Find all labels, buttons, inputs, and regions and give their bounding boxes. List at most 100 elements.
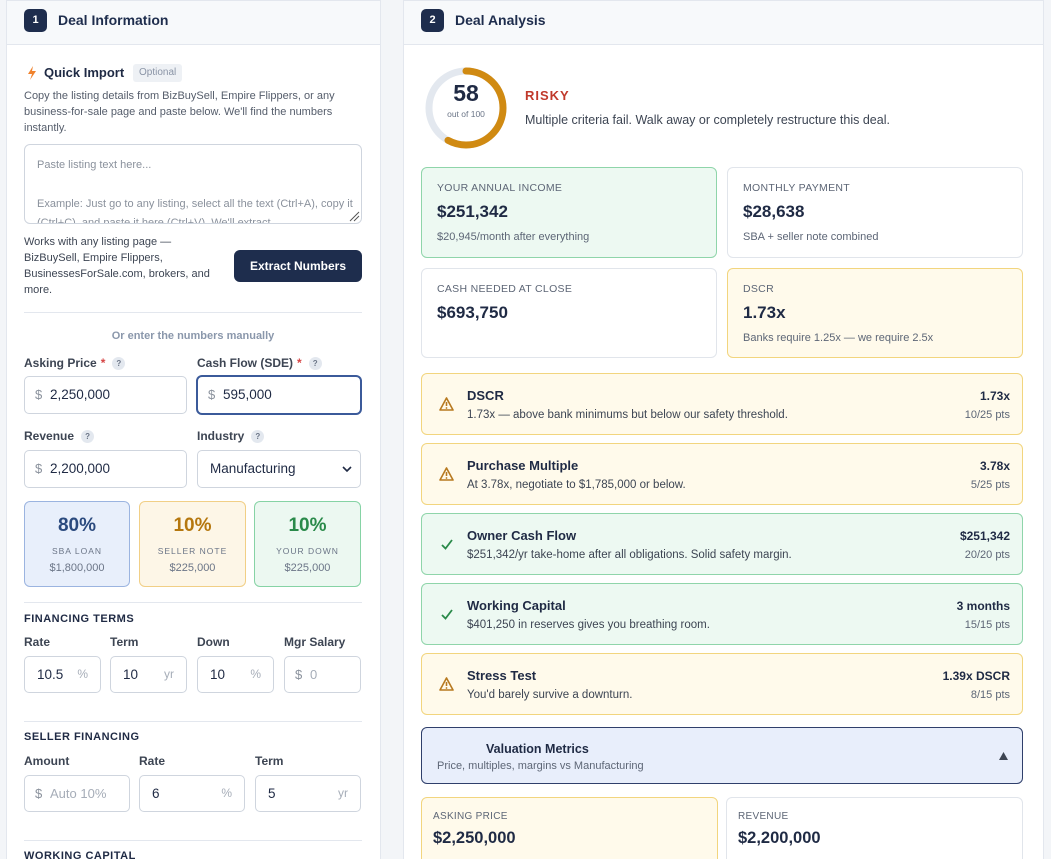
input-placeholder: 0: [310, 667, 318, 682]
field-label: Amount: [24, 752, 69, 770]
label-text: Term: [110, 635, 139, 649]
input-prefix: $: [35, 786, 43, 801]
label-text: Rate: [24, 635, 51, 649]
section-title: WORKING CAPITAL: [24, 850, 136, 859]
input-prefix: $: [208, 387, 216, 402]
step-badge: 2: [421, 9, 444, 32]
criterion-row: Working Capital $401,250 in reserves give…: [421, 583, 1023, 645]
criterion-result: $251,342: [959, 529, 1010, 543]
input[interactable]: $0: [284, 656, 361, 693]
split-amount: $1,800,000: [49, 562, 105, 574]
panel-title: Deal Information: [58, 12, 169, 28]
financing-split-card: 10% YOUR DOWN $225,000: [254, 501, 361, 587]
criterion-title: Working Capital: [467, 598, 566, 613]
split-amount: $225,000: [169, 562, 216, 574]
input-value: 10: [123, 667, 139, 682]
input-value: 595,000: [223, 387, 272, 402]
criterion-title: Purchase Multiple: [467, 458, 579, 473]
input-prefix: $: [35, 461, 43, 476]
criterion-detail: At 3.78x, negotiate to $1,785,000 or bel…: [467, 479, 686, 491]
field-label: Mgr Salary: [284, 633, 345, 651]
metric-card: CASH NEEDED AT CLOSE $693,750: [421, 268, 717, 358]
field-label: Revenue?: [24, 427, 95, 445]
field-label: Term: [255, 752, 283, 770]
input[interactable]: 5 yr: [255, 775, 361, 812]
warning-icon: [439, 677, 454, 691]
metric-label: MONTHLY PAYMENT: [743, 182, 850, 194]
input[interactable]: $ Auto 10%: [24, 775, 130, 812]
label-text: Industry: [197, 429, 245, 443]
field-label: Term: [110, 633, 138, 651]
input[interactable]: $595,000: [197, 376, 361, 414]
metric-card: DSCR 1.73x Banks require 1.25x — we requir…: [727, 268, 1023, 358]
metric-card: YOUR ANNUAL INCOME $251,342 $20,945/month …: [421, 167, 717, 258]
input-value: 10: [210, 667, 226, 682]
help-icon[interactable]: ?: [251, 429, 265, 443]
metric-label: DSCR: [743, 283, 774, 295]
field-label: Industry?: [197, 427, 265, 445]
criterion-points: 15/15 pts: [964, 619, 1010, 631]
section-title: FINANCING TERMS: [24, 613, 135, 625]
split-percent: 10%: [173, 515, 212, 536]
collapse-arrow: [999, 752, 1008, 760]
label-text: Revenue: [24, 429, 75, 443]
quick-import-title: Quick Import: [44, 65, 125, 80]
score-rating: RISKY: [525, 88, 570, 103]
field-label: Cash Flow (SDE) *?: [197, 354, 322, 372]
criterion-title: Owner Cash Flow: [467, 528, 577, 543]
criterion-row: DSCR 1.73x — above bank minimums but belo…: [421, 373, 1023, 435]
warning-icon: [439, 467, 454, 481]
field-label: Rate: [139, 752, 165, 770]
input-prefix: $: [35, 387, 43, 402]
label-text: Asking Price: [24, 356, 97, 370]
input[interactable]: 10%: [197, 656, 274, 693]
metric-card: MONTHLY PAYMENT $28,638 SBA + seller note …: [727, 167, 1023, 258]
metric-note: SBA + seller note combined: [743, 231, 879, 243]
split-label: SBA LOAN: [51, 546, 103, 556]
input-value: 10.5: [37, 667, 64, 682]
valuation-value: $2,250,000: [433, 829, 516, 847]
criterion-points: 10/25 pts: [964, 409, 1010, 421]
metric-value: $251,342: [437, 202, 508, 221]
label-text: Mgr Salary: [284, 635, 346, 649]
left-panel: [6, 0, 381, 859]
resize-handle: [349, 211, 360, 222]
score-gauge: [425, 67, 507, 149]
input[interactable]: Manufacturing: [197, 450, 361, 488]
bolt-icon: [28, 66, 36, 80]
listing-textarea[interactable]: Paste listing text here... Example: Just …: [24, 144, 362, 224]
required-mark: *: [297, 356, 302, 370]
metric-label: CASH NEEDED AT CLOSE: [437, 283, 573, 295]
split-percent: 10%: [288, 515, 327, 536]
criterion-result: 3 months: [956, 599, 1010, 613]
divider: [24, 312, 362, 313]
field-label: Asking Price *?: [24, 354, 126, 372]
gauge-arc: [425, 67, 507, 149]
financing-split-card: 80% SBA LOAN $1,800,000: [24, 501, 130, 587]
input-suffix: %: [250, 667, 261, 681]
split-label: YOUR DOWN: [276, 546, 339, 556]
help-icon[interactable]: ?: [81, 429, 95, 443]
metric-value: $693,750: [437, 303, 508, 322]
step-badge: 1: [24, 9, 47, 32]
optional-badge: Optional: [133, 64, 183, 82]
input[interactable]: 10 yr: [110, 656, 187, 693]
valuation-toggle[interactable]: Valuation Metrics Price, multiples, margi…: [421, 727, 1023, 784]
metric-label: YOUR ANNUAL INCOME: [437, 182, 563, 194]
input-value: 6: [152, 786, 160, 801]
input[interactable]: 6%: [139, 775, 245, 812]
help-icon[interactable]: ?: [308, 356, 322, 370]
input[interactable]: $2,250,000: [24, 376, 187, 414]
divider: [24, 602, 362, 603]
input[interactable]: 10.5%: [24, 656, 101, 693]
input-prefix: $: [295, 667, 303, 682]
check-icon: [441, 539, 453, 550]
input-value: 5: [268, 786, 276, 801]
input-value: 2,250,000: [50, 387, 111, 402]
required-mark: *: [100, 356, 106, 370]
extract-button[interactable]: Extract Numbers: [234, 250, 362, 282]
split-amount: $225,000: [284, 562, 331, 574]
input[interactable]: $2,200,000: [24, 450, 187, 488]
help-icon[interactable]: ?: [112, 356, 126, 370]
metric-value: 1.73x: [743, 303, 786, 322]
